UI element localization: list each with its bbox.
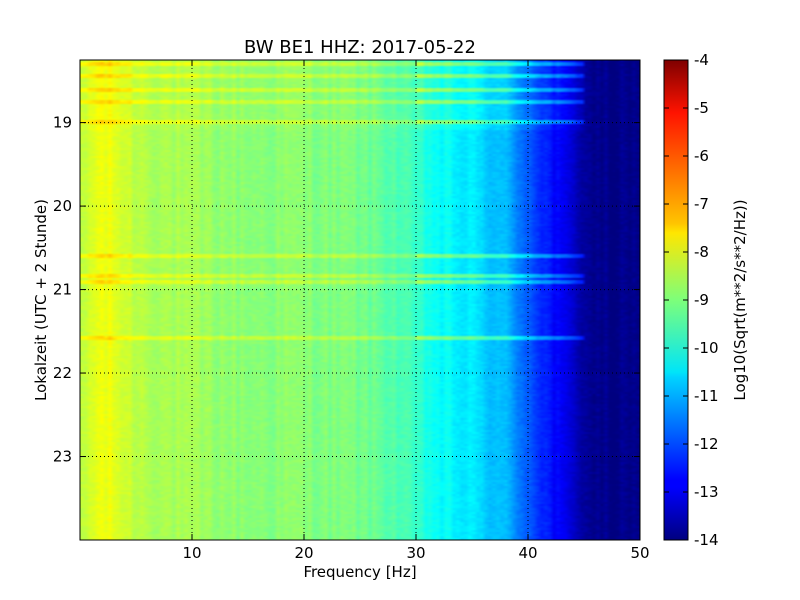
- colorbar-label: Log10(Sqrt(m**2/s**2/Hz)): [731, 199, 749, 400]
- colorbar-tick-label: -14: [694, 531, 719, 549]
- colorbar-tick-label: -12: [694, 435, 719, 453]
- x-tick-label: 50: [630, 544, 649, 562]
- colorbar-tick-label: -8: [694, 243, 709, 261]
- chart-title: BW BE1 HHZ: 2017-05-22: [244, 37, 476, 58]
- x-axis-label: Frequency [Hz]: [303, 563, 416, 581]
- spectrogram-image: [80, 60, 640, 540]
- x-tick-label: 40: [518, 544, 537, 562]
- colorbar-tick-label: -6: [694, 147, 709, 165]
- y-tick-label: 23: [53, 448, 72, 466]
- x-tick-label: 10: [182, 544, 201, 562]
- plot-frame: [79, 59, 641, 541]
- colorbar-ticks: -4 -5 -6 -7 -8 -9 -10 -11 -12 -13 -14: [664, 51, 719, 549]
- colorbar-tick-label: -13: [694, 483, 719, 501]
- x-axis-ticks: 10 20 30 40 50: [182, 60, 650, 562]
- y-tick-label: 20: [53, 197, 72, 215]
- grid-lines: [80, 60, 640, 540]
- y-tick-label: 22: [53, 364, 72, 382]
- colorbar-tick-label: -9: [694, 291, 709, 309]
- y-axis-ticks: 19 20 21 22 23: [53, 114, 640, 466]
- colorbar-tick-label: -10: [694, 339, 719, 357]
- x-tick-label: 20: [294, 544, 313, 562]
- y-axis-label: Lokalzeit (UTC + 2 Stunde): [32, 199, 50, 401]
- colorbar-tick-label: -4: [694, 51, 709, 69]
- spectrogram-heatmap: [80, 60, 640, 540]
- colorbar-tick-label: -5: [694, 99, 709, 117]
- y-tick-label: 21: [53, 281, 72, 299]
- y-tick-label: 19: [53, 114, 72, 132]
- x-tick-label: 30: [406, 544, 425, 562]
- colorbar-tick-label: -11: [694, 387, 719, 405]
- colorbar-tick-label: -7: [694, 195, 709, 213]
